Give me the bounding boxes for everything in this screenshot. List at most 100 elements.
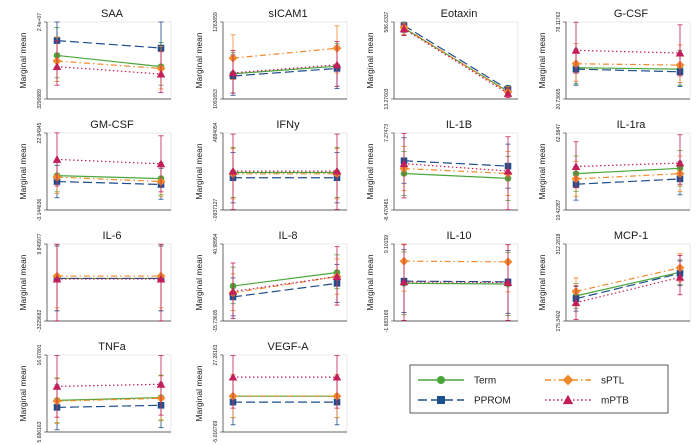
data-point — [675, 158, 685, 167]
series-line — [56, 176, 162, 183]
data-point — [571, 46, 581, 54]
data-point — [503, 166, 513, 175]
series-mptb — [571, 255, 685, 320]
y-axis-label: Marginal mean — [18, 143, 28, 199]
panel-il-8: IL-8 Marginal mean -15.73605 40.98954 — [194, 230, 348, 332]
series-line — [403, 160, 509, 167]
legend-label: PPROM — [474, 396, 511, 407]
panel-gm-csf: GM-CSF Marginal mean -3.144636 22.94945 — [18, 119, 172, 221]
data-point — [228, 287, 238, 295]
panel-title: IL-1ra — [617, 119, 647, 131]
y-tick-label-max: 9.10159 — [384, 235, 390, 253]
data-point — [228, 166, 238, 175]
data-point — [228, 372, 238, 381]
series-sptl — [571, 43, 685, 83]
series-term — [53, 27, 165, 86]
series-line — [232, 282, 338, 298]
series-pprom — [229, 379, 341, 426]
series-mptb — [52, 132, 166, 193]
panel-title: Eotaxin — [441, 8, 478, 20]
y-axis-label: Marginal mean — [18, 254, 28, 310]
y-tick-label-max: 40.98954 — [213, 233, 219, 254]
y-axis-label: Marginal mean — [194, 32, 204, 88]
series-line — [403, 27, 509, 92]
panel-sicam1: sICAM1 Marginal mean 1091653 1263659 — [194, 8, 348, 109]
data-point — [52, 62, 62, 71]
series-line — [56, 383, 162, 387]
data-point — [399, 277, 409, 286]
y-tick-label-min: 3290989 — [37, 89, 43, 109]
series-mptb — [399, 132, 513, 211]
series-pprom — [400, 137, 512, 189]
series-line — [575, 178, 681, 185]
data-point — [332, 166, 342, 175]
legend-label: Term — [474, 376, 496, 387]
series-line — [403, 172, 509, 179]
legend-marker — [562, 374, 574, 386]
y-axis-label: Marginal mean — [365, 143, 375, 199]
series-mptb — [399, 23, 513, 98]
series-line — [403, 282, 509, 285]
y-tick-label-max: 22.94945 — [37, 122, 43, 143]
series-line — [403, 163, 509, 172]
series-mptb — [571, 21, 685, 77]
panel-title: SAA — [101, 8, 124, 20]
series-line — [575, 276, 681, 304]
panel-il-1ra: IL-1ra Marginal mean 19.42287 62.9847 — [537, 119, 691, 220]
panel-saa: SAA Marginal mean 3290989 2.4e+07 — [18, 8, 172, 109]
panel-tnfa: TNFa Marginal mean 5.686163 16.67801 — [18, 341, 172, 442]
data-point — [156, 69, 166, 78]
panel-title: VEGF-A — [268, 341, 310, 353]
series-pprom — [229, 152, 341, 204]
panel-title: MCP-1 — [614, 230, 648, 242]
legend-entry-sptl: sPTL — [545, 374, 625, 387]
y-tick-label-min: 13.27603 — [384, 88, 390, 109]
series-line — [56, 396, 162, 401]
series-sptl — [571, 155, 685, 198]
plot-area — [222, 354, 348, 433]
y-axis-label: Marginal mean — [194, 365, 204, 421]
series-line — [232, 47, 338, 59]
series-mptb — [228, 133, 342, 210]
series-line — [232, 271, 338, 287]
y-axis-label: Marginal mean — [365, 254, 375, 310]
series-mptb — [52, 243, 166, 322]
series-mptb — [228, 41, 342, 94]
plot-area — [46, 132, 172, 211]
data-point — [156, 159, 166, 168]
series-term — [572, 150, 684, 192]
panel-title: IL-8 — [279, 230, 298, 242]
series-line — [232, 275, 338, 294]
series-line — [575, 267, 681, 292]
legend-entry-term: Term — [418, 376, 496, 387]
series-line — [575, 272, 681, 300]
series-pprom — [53, 382, 165, 431]
series-line — [232, 275, 338, 293]
y-tick-label-max: 586.6337 — [384, 11, 390, 32]
plot-area — [565, 21, 691, 100]
y-tick-label-max: 2.4e+07 — [37, 13, 43, 31]
series-line — [232, 65, 338, 75]
y-tick-label-min: -.0937127 — [213, 199, 219, 222]
series-term — [572, 259, 684, 309]
y-axis-label: Marginal mean — [194, 254, 204, 310]
series-pprom — [53, 164, 165, 200]
y-axis-label: Marginal mean — [18, 32, 28, 88]
legend-marker — [437, 376, 445, 384]
data-point — [399, 159, 409, 168]
series-line — [575, 67, 681, 70]
series-line — [403, 260, 509, 263]
plot-area — [393, 132, 519, 211]
series-line — [575, 49, 681, 54]
data-point — [52, 155, 62, 163]
series-line — [56, 66, 162, 75]
series-line — [56, 39, 162, 49]
legend: Term PPROM sPTL mPTB — [409, 364, 669, 414]
series-sptl — [571, 253, 685, 306]
data-point — [228, 68, 238, 77]
legend-box — [409, 364, 669, 414]
y-axis-label: Marginal mean — [537, 143, 547, 199]
series-line — [403, 280, 509, 283]
panel-eotaxin: Eotaxin Marginal mean 13.27603 586.6337 — [365, 8, 519, 109]
